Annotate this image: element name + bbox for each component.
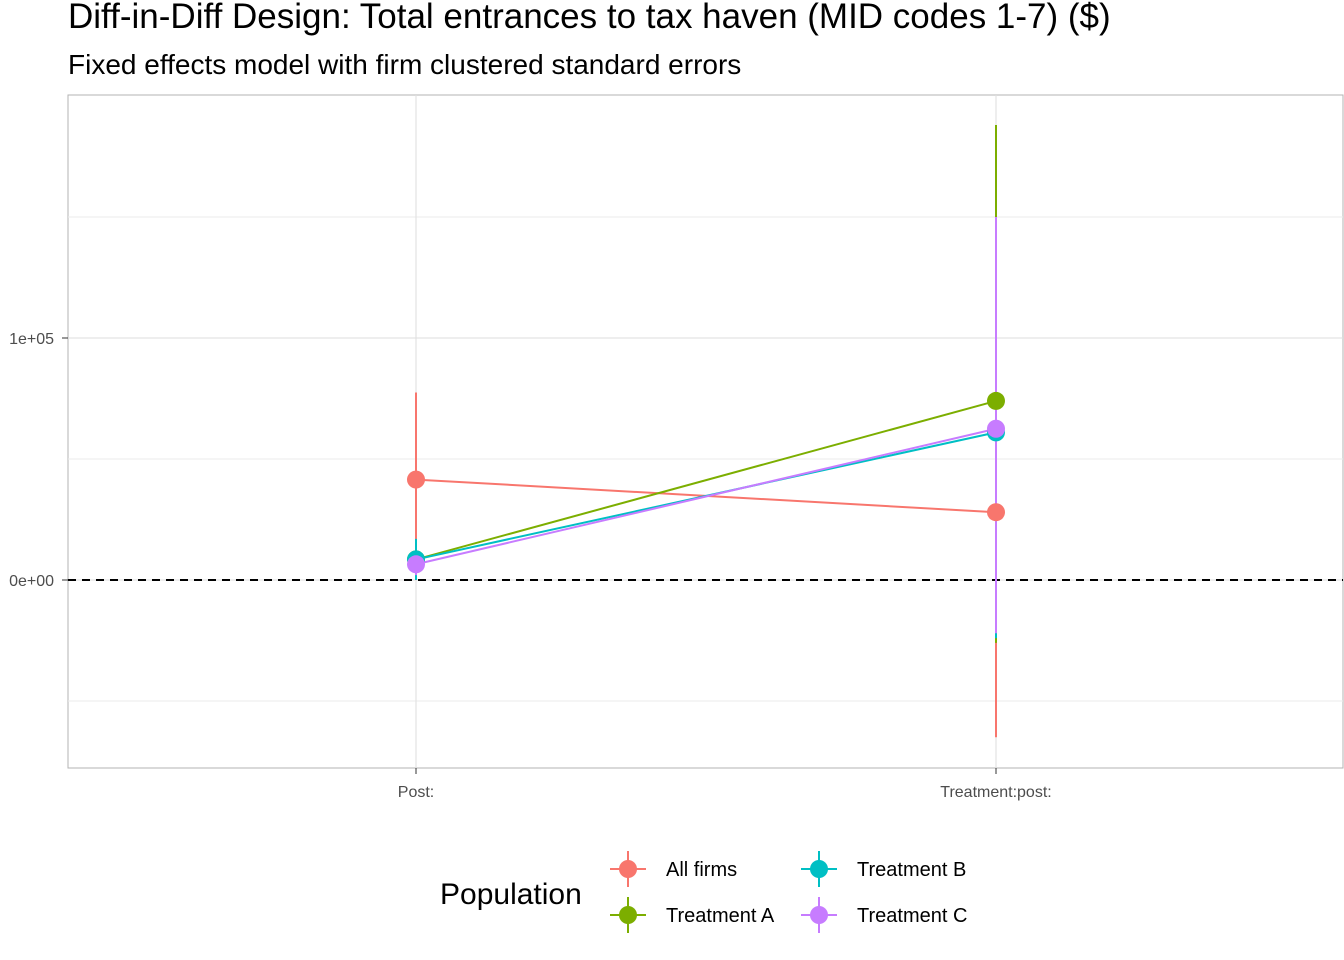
data-point [987,391,1005,410]
legend-title: Population [440,878,582,911]
legend-key [801,851,837,887]
plot-panel [67,94,1344,769]
legend-key-point [619,906,637,924]
series-lines [415,399,997,566]
series-line [415,399,997,561]
data-point [407,555,425,574]
y-axis-ticks: 0e+00 1e+05 [9,331,68,590]
data-point [987,419,1005,438]
legend-key-point [810,860,828,878]
y-tick-label: 0e+00 [9,573,54,590]
legend-key-point [619,860,637,878]
series-line [415,427,997,566]
y-tick-label: 1e+05 [9,331,54,348]
data-point [987,503,1005,522]
legend-key [801,897,837,933]
legend-label: All firms [666,859,737,881]
chart-subtitle: Fixed effects model with firm clustered … [68,49,741,80]
data-point [407,470,425,489]
chart-title: Diff-in-Diff Design: Total entrances to … [68,0,1111,36]
legend-key-point [810,906,828,924]
legend-key [610,897,646,933]
legend-label: Treatment C [857,905,967,927]
x-tick-label: Post: [398,784,434,801]
minor-gridlines [68,216,1343,702]
legend: Population All firms Treatment A Treatment… [440,851,967,933]
legend-label: Treatment B [857,859,966,881]
x-axis-ticks: Post: Treatment:post: [398,768,1052,801]
legend-items: All firms Treatment A Treatment B Treatment… [610,851,967,933]
legend-key [610,851,646,887]
data-points [407,391,1005,574]
x-tick-label: Treatment:post: [940,784,1051,801]
legend-label: Treatment A [666,905,775,927]
